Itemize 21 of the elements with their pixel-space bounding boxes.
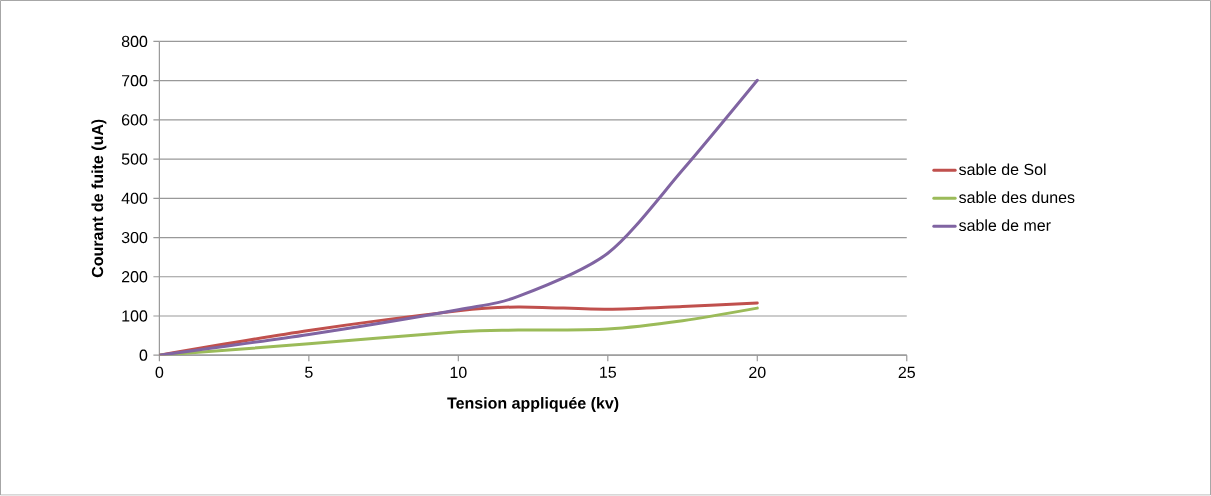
y-tick-label: 200	[121, 271, 148, 283]
x-tick-label: 10	[450, 366, 467, 379]
y-tick-label: 0	[139, 349, 148, 362]
legend-label: sable de mer	[959, 219, 1051, 232]
x-tick-label: 20	[749, 366, 766, 379]
x-axis-title: Tension appliquée (kv)	[447, 397, 619, 413]
x-tick-label: 5	[305, 366, 313, 379]
y-tick-label: 800	[121, 36, 148, 48]
y-axis-title: Courant de fuite (uA)	[91, 119, 107, 278]
y-tick-label: 400	[121, 192, 148, 205]
y-tick-label: 600	[121, 114, 148, 126]
y-tick-label: 500	[121, 153, 148, 165]
x-tick-label: 15	[600, 366, 617, 379]
legend-label: sable de Sol	[959, 163, 1046, 176]
x-tick-label: 25	[898, 366, 915, 379]
line-series	[159, 78, 759, 356]
y-tick-label: 700	[122, 75, 148, 87]
y-tick-label: 300	[121, 232, 148, 244]
y-tick-label: 100	[122, 310, 148, 322]
x-tick-label: 0	[155, 366, 164, 379]
legend-label: sable des dunes	[959, 191, 1075, 204]
